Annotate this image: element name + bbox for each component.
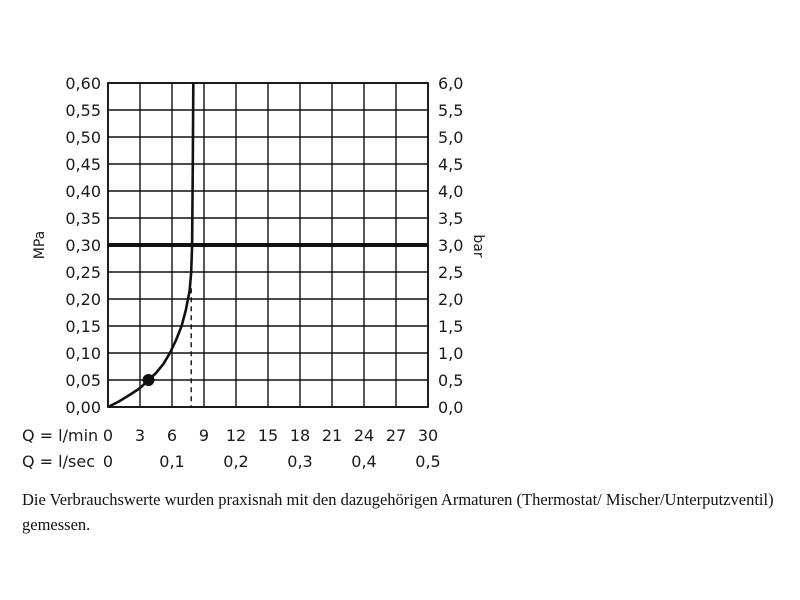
y-right-tick-label: 4,5 <box>438 155 463 174</box>
x-lmin-tick-label: 21 <box>322 426 342 445</box>
x-lmin-tick-label: 30 <box>418 426 438 445</box>
x-lsec-tick-label: 0,2 <box>223 452 248 471</box>
y-left-tick-label: 0,40 <box>65 182 101 201</box>
measurement-note: Die Verbrauchswerte wurden praxisnah mit… <box>22 490 774 534</box>
y-right-tick-label: 2,0 <box>438 290 463 309</box>
y-left-tick-label: 0,55 <box>65 101 101 120</box>
y-left-tick-label: 0,15 <box>65 317 101 336</box>
y-right-tick-label: 1,0 <box>438 344 463 363</box>
y-left-tick-label: 0,45 <box>65 155 101 174</box>
y-left-tick-label: 0,05 <box>65 371 101 390</box>
x-lsec-tick-label: 0 <box>103 452 113 471</box>
y-right-tick-label: 5,0 <box>438 128 463 147</box>
pressure-flow-curve <box>107 82 195 409</box>
y-right-tick-label: 3,0 <box>438 236 463 255</box>
y-left-tick-label: 0,20 <box>65 290 101 309</box>
y-right-tick-label: 2,5 <box>438 263 463 282</box>
y-right-tick-label: 6,0 <box>438 74 463 93</box>
y-right-tick-label: 4,0 <box>438 182 463 201</box>
y-right-tick-label: 0,5 <box>438 371 463 390</box>
x-lsec-tick-label: 0,4 <box>351 452 376 471</box>
y-left-tick-label: 0,00 <box>65 398 101 417</box>
y-right-tick-label: 0,0 <box>438 398 463 417</box>
y-left-tick-label: 0,35 <box>65 209 101 228</box>
y-left-tick-label: 0,50 <box>65 128 101 147</box>
y-left-axis-label: MPa <box>32 231 48 259</box>
x-lmin-tick-label: 12 <box>226 426 246 445</box>
x-lmin-tick-label: 24 <box>354 426 374 445</box>
x-lmin-tick-label: 9 <box>199 426 209 445</box>
plot-area <box>107 82 428 409</box>
y-right-axis-label: bar <box>470 234 486 257</box>
x-lmin-tick-label: 27 <box>386 426 406 445</box>
x-lmin-tick-label: 0 <box>103 426 113 445</box>
x-lsec-tick-label: 0,3 <box>287 452 312 471</box>
x-lmin-tick-label: 6 <box>167 426 177 445</box>
x-lmin-axis-label: Q = l/min <box>22 426 98 445</box>
y-left-tick-label: 0,25 <box>65 263 101 282</box>
y-right-tick-label: 3,5 <box>438 209 463 228</box>
x-lmin-tick-label: 15 <box>258 426 278 445</box>
tick-labels: 0,000,050,100,150,200,250,300,350,400,45… <box>65 74 463 471</box>
x-lsec-tick-label: 0,1 <box>159 452 184 471</box>
y-right-tick-label: 1,5 <box>438 317 463 336</box>
y-left-tick-label: 0,30 <box>65 236 101 255</box>
x-lmin-tick-label: 18 <box>290 426 310 445</box>
y-right-tick-label: 5,5 <box>438 101 463 120</box>
y-left-tick-label: 0,60 <box>65 74 101 93</box>
y-left-tick-label: 0,10 <box>65 344 101 363</box>
operating-point-marker <box>142 374 155 386</box>
x-lmin-tick-label: 3 <box>135 426 145 445</box>
x-lsec-axis-label: Q = l/sec <box>22 452 95 471</box>
x-lsec-tick-label: 0,5 <box>415 452 440 471</box>
